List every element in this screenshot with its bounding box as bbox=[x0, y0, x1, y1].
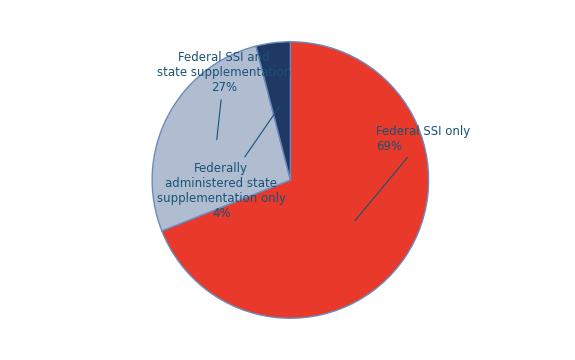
Wedge shape bbox=[152, 46, 290, 231]
Text: Federally
administered state
supplementation only
4%: Federally administered state supplementa… bbox=[157, 107, 286, 220]
Text: Federal SSI only
69%: Federal SSI only 69% bbox=[355, 125, 470, 221]
Wedge shape bbox=[256, 42, 290, 180]
Wedge shape bbox=[162, 42, 428, 318]
Text: Federal SSI and
state supplementation
27%: Federal SSI and state supplementation 27… bbox=[157, 51, 291, 140]
